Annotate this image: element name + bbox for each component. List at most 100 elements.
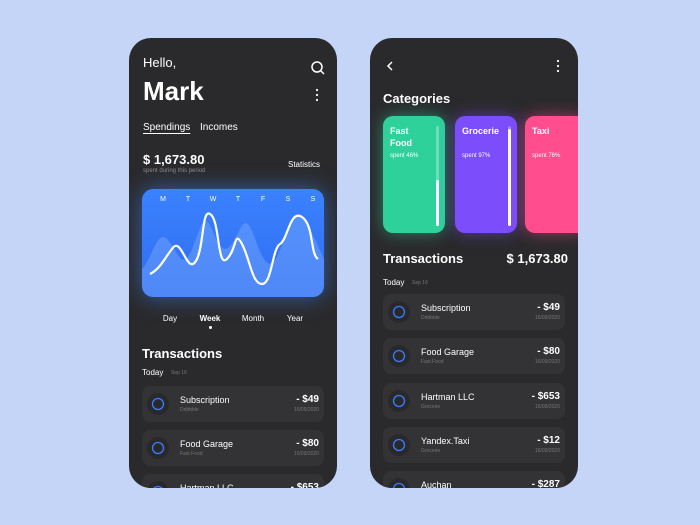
category-spent: spent 46% bbox=[390, 153, 419, 159]
day-label: S bbox=[285, 196, 291, 203]
progress-fill bbox=[436, 180, 439, 226]
day-label: T bbox=[235, 196, 241, 203]
transaction-row[interactable]: Food Garage Fast Food - $80 16/09/2020 bbox=[142, 430, 324, 466]
period-tab[interactable]: Month bbox=[241, 314, 265, 323]
day-label: M bbox=[160, 196, 166, 203]
transaction-name: Yandex.Taxi bbox=[421, 435, 470, 446]
transaction-row[interactable]: Subscription Dribbble - $49 16/09/2020 bbox=[383, 294, 565, 330]
balance-caption: spent during this period bbox=[143, 168, 206, 174]
transaction-amount: - $80 bbox=[537, 346, 560, 358]
day-label: F bbox=[260, 196, 266, 203]
date-label: Sep 16 bbox=[171, 370, 187, 376]
transaction-date: 16/09/2020 bbox=[293, 407, 319, 413]
total: $ 1,673.80 bbox=[506, 251, 568, 266]
category-card[interactable]: Grocerie spent 97% bbox=[455, 116, 517, 233]
menu-icon[interactable] bbox=[314, 88, 320, 102]
transaction-date: 16/09/2020 bbox=[534, 315, 560, 321]
transaction-icon bbox=[147, 481, 169, 488]
transaction-icon bbox=[388, 433, 410, 456]
phone-right: Categories Fast Food spent 46% Grocerie spen… bbox=[370, 38, 578, 488]
day-label: T bbox=[185, 196, 191, 203]
menu-icon[interactable] bbox=[555, 59, 561, 73]
transaction-date: 16/09/2020 bbox=[534, 403, 560, 410]
transaction-amount: - $287 bbox=[531, 479, 560, 488]
icon-glyph bbox=[153, 485, 163, 488]
category-spent: spent 76% bbox=[532, 153, 561, 159]
today-label: Today bbox=[142, 368, 164, 377]
period-tab[interactable]: Week bbox=[199, 314, 221, 323]
transaction-category: Fast Food bbox=[421, 359, 444, 366]
transaction-amount: - $653 bbox=[531, 390, 560, 402]
day-label: W bbox=[209, 196, 217, 203]
transaction-category: Fast Food bbox=[180, 451, 203, 457]
transaction-date: 16/09/2020 bbox=[293, 451, 319, 457]
statistics-link[interactable]: Statistics bbox=[287, 160, 320, 169]
category-card[interactable]: Fast Food spent 46% bbox=[383, 116, 445, 233]
icon-glyph bbox=[151, 397, 165, 411]
transaction-row[interactable]: Food Garage Fast Food - $80 16/09/2020 bbox=[383, 338, 565, 375]
category-card[interactable]: Taxi spent 76% bbox=[525, 116, 578, 233]
back-icon[interactable] bbox=[385, 60, 395, 72]
transaction-date: 16/09/2020 bbox=[534, 359, 560, 366]
icon-glyph bbox=[392, 350, 406, 363]
transaction-icon bbox=[388, 301, 410, 323]
category-name: Taxi bbox=[532, 126, 550, 136]
phone-left: M T W T F S S Hello, Mark Spendings Incomes $ 1,67… bbox=[129, 38, 337, 488]
greeting: Hello, bbox=[143, 55, 177, 70]
progress-track bbox=[436, 126, 439, 226]
transaction-name: Food Garage bbox=[180, 439, 234, 449]
transaction-category: Grocerie bbox=[421, 447, 441, 454]
transaction-name: Subscription bbox=[421, 303, 471, 313]
transaction-amount: - $49 bbox=[537, 302, 560, 313]
transaction-row[interactable]: Yandex.Taxi Grocerie - $12 16/09/2020 bbox=[383, 426, 565, 463]
transactions-title: Transactions bbox=[383, 251, 464, 266]
today-label: Today bbox=[383, 278, 405, 287]
transaction-amount: - $12 bbox=[537, 434, 560, 446]
date-label: Sep 16 bbox=[412, 280, 428, 286]
transaction-name: Hartman LLC bbox=[180, 483, 234, 488]
balance: $ 1,673.80 bbox=[143, 152, 205, 167]
transaction-category: Dribbble bbox=[180, 407, 199, 413]
transaction-name: Auchan bbox=[421, 480, 452, 488]
category-name: Grocerie bbox=[462, 126, 500, 136]
transaction-name: Subscription bbox=[180, 395, 230, 405]
icon-glyph bbox=[392, 305, 406, 319]
transaction-category: Dribbble bbox=[421, 315, 440, 321]
transaction-amount: - $80 bbox=[296, 438, 319, 449]
transactions-title: Transactions bbox=[142, 346, 223, 361]
transaction-category: Grocerie bbox=[421, 403, 441, 410]
chart-wave bbox=[142, 212, 324, 297]
period-tab[interactable]: Year bbox=[286, 314, 304, 323]
transaction-icon bbox=[388, 478, 410, 488]
period-tab[interactable]: Day bbox=[162, 314, 178, 323]
transaction-amount: - $49 bbox=[296, 394, 319, 405]
icon-glyph bbox=[392, 483, 406, 488]
transaction-icon bbox=[388, 389, 410, 412]
transaction-name: Food Garage bbox=[421, 347, 475, 358]
transaction-row[interactable]: Subscription Dribbble - $49 16/09/2020 bbox=[142, 386, 324, 422]
tab[interactable]: Spendings bbox=[143, 122, 191, 133]
transaction-amount: - $653 bbox=[290, 482, 319, 488]
progress-fill bbox=[508, 129, 511, 226]
transaction-date: 16/09/2020 bbox=[534, 447, 560, 454]
category-spent: spent 97% bbox=[462, 153, 491, 159]
icon-glyph bbox=[151, 441, 165, 455]
search-icon[interactable] bbox=[310, 60, 326, 76]
tab[interactable]: Incomes bbox=[200, 122, 238, 133]
transaction-icon bbox=[147, 393, 169, 415]
transaction-row[interactable]: AuchanGrocerie- $28716/09/2020 bbox=[383, 471, 565, 488]
active-dot bbox=[209, 326, 212, 329]
day-label: S bbox=[310, 196, 316, 203]
icon-glyph bbox=[392, 394, 406, 407]
transaction-name: Hartman LLC bbox=[421, 391, 475, 402]
transaction-icon bbox=[388, 345, 410, 368]
categories-title: Categories bbox=[383, 91, 451, 106]
transaction-icon bbox=[147, 437, 169, 459]
category-name: Fast Food bbox=[390, 126, 412, 148]
user-name: Mark bbox=[143, 76, 204, 106]
icon-glyph bbox=[392, 438, 406, 452]
